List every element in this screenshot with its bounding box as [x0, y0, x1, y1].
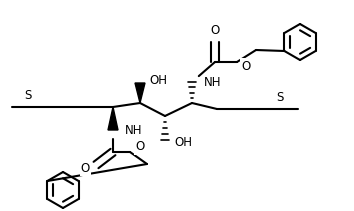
- Text: OH: OH: [174, 137, 192, 150]
- Text: OH: OH: [149, 73, 167, 87]
- Text: NH: NH: [204, 76, 222, 88]
- Text: O: O: [81, 161, 90, 174]
- Text: NH: NH: [125, 123, 143, 137]
- Text: O: O: [210, 24, 219, 37]
- Text: O: O: [135, 141, 144, 153]
- Polygon shape: [108, 107, 118, 130]
- Text: S: S: [24, 89, 32, 102]
- Text: O: O: [241, 60, 250, 73]
- Polygon shape: [135, 83, 145, 103]
- Text: S: S: [276, 91, 284, 104]
